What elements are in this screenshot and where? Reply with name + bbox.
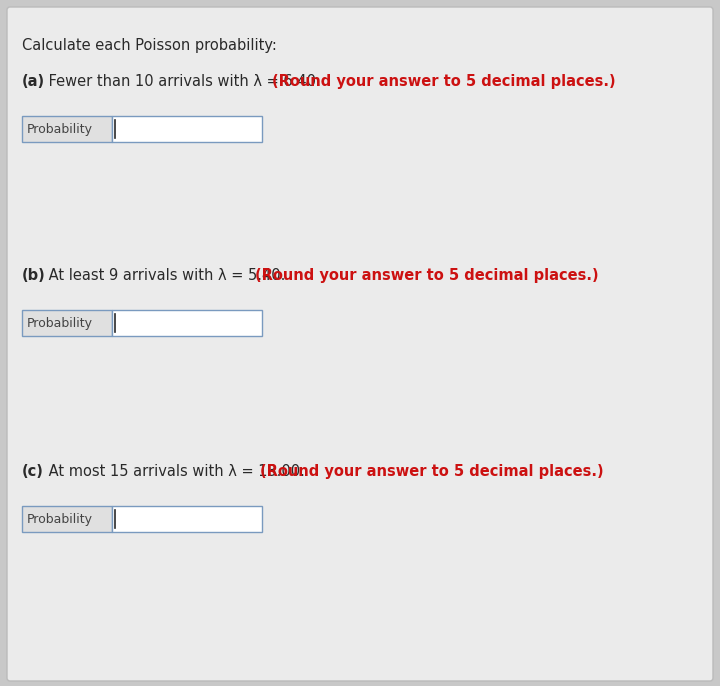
Text: (c): (c) <box>22 464 44 479</box>
Text: At most 15 arrivals with λ = 13.00.: At most 15 arrivals with λ = 13.00. <box>44 464 310 479</box>
FancyBboxPatch shape <box>22 116 112 142</box>
Text: (Round your answer to 5 decimal places.): (Round your answer to 5 decimal places.) <box>272 74 616 89</box>
FancyBboxPatch shape <box>112 116 262 142</box>
FancyBboxPatch shape <box>7 7 713 681</box>
Text: (Round your answer to 5 decimal places.): (Round your answer to 5 decimal places.) <box>255 268 598 283</box>
Text: (a): (a) <box>22 74 45 89</box>
Text: Probability: Probability <box>27 316 93 329</box>
Text: Probability: Probability <box>27 123 93 136</box>
Text: Probability: Probability <box>27 512 93 525</box>
Text: At least 9 arrivals with λ = 5.40.: At least 9 arrivals with λ = 5.40. <box>44 268 290 283</box>
FancyBboxPatch shape <box>22 506 112 532</box>
Text: (b): (b) <box>22 268 46 283</box>
FancyBboxPatch shape <box>22 310 112 336</box>
Text: (Round your answer to 5 decimal places.): (Round your answer to 5 decimal places.) <box>261 464 604 479</box>
FancyBboxPatch shape <box>112 506 262 532</box>
FancyBboxPatch shape <box>112 310 262 336</box>
Text: Calculate each Poisson probability:: Calculate each Poisson probability: <box>22 38 277 53</box>
Text: Fewer than 10 arrivals with λ = 6.40.: Fewer than 10 arrivals with λ = 6.40. <box>44 74 325 89</box>
